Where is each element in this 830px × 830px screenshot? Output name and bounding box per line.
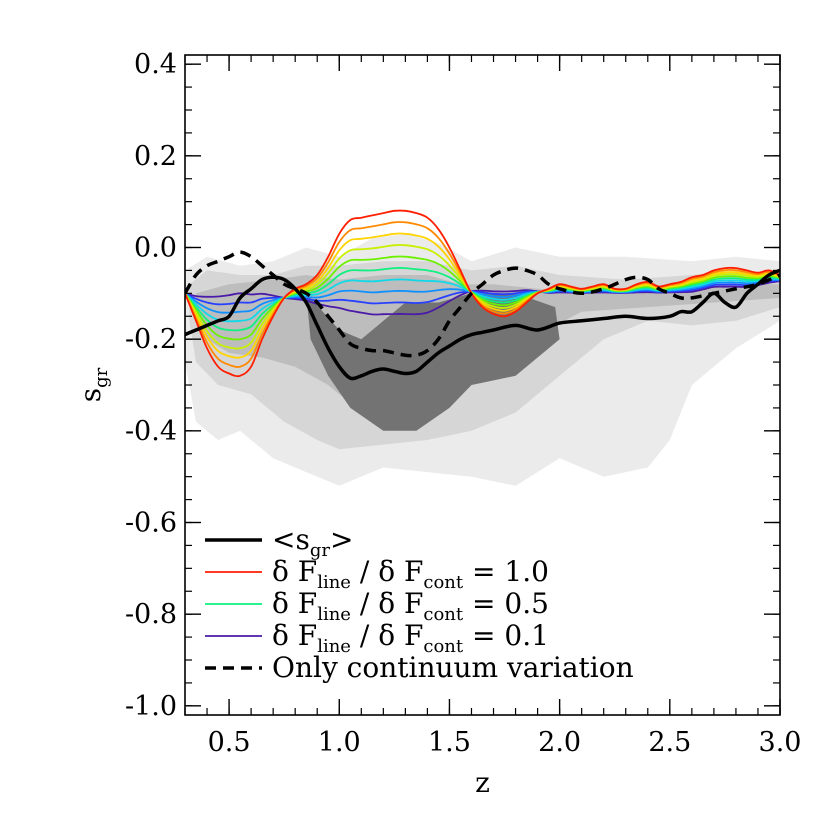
x-tick-label: 1.0 [318, 727, 361, 758]
density-contours [185, 233, 780, 486]
legend-label: δ Fline / δ Fcont = 0.1 [272, 619, 549, 657]
legend-label: <sgr> [272, 523, 353, 561]
series-mean [185, 268, 780, 381]
line-fraction-curves [185, 209, 780, 378]
y-tick-label: 0.0 [134, 233, 177, 264]
legend: <sgr>δ Fline / δ Fcont = 1.0δ Fline / δ … [205, 523, 634, 684]
legend-label: δ Fline / δ Fcont = 1.0 [272, 555, 549, 593]
y-tick-label: -0.8 [125, 599, 177, 630]
series-dashed [185, 250, 780, 358]
legend-label: Only continuum variation [272, 651, 634, 684]
x-tick-label: 1.5 [428, 727, 471, 758]
y-tick-label: -0.2 [125, 324, 177, 355]
y-tick-label: 0.2 [134, 141, 177, 172]
y-tick-label: -0.4 [125, 416, 177, 447]
y-axis-label: sgr [74, 367, 112, 402]
x-tick-label: 2.5 [648, 727, 691, 758]
x-tick-label: 2.0 [538, 727, 581, 758]
x-tick-label: 0.5 [208, 727, 251, 758]
x-tick-label: 3.0 [759, 727, 802, 758]
axes: 0.5 1.0 1.5 2.0 2.5 3.0 0.4 0.2 0.0 -0.2 -0.4 -0.6 -… [125, 49, 802, 758]
x-axis-label: z [475, 766, 490, 799]
y-tick-label: -1.0 [125, 691, 177, 722]
legend-label: δ Fline / δ Fcont = 0.5 [272, 587, 549, 625]
y-tick-label: 0.4 [134, 49, 177, 80]
mean-and-continuum-curves [185, 250, 780, 381]
y-tick-label: -0.6 [125, 508, 177, 539]
curve-ratio-1 [185, 209, 780, 378]
